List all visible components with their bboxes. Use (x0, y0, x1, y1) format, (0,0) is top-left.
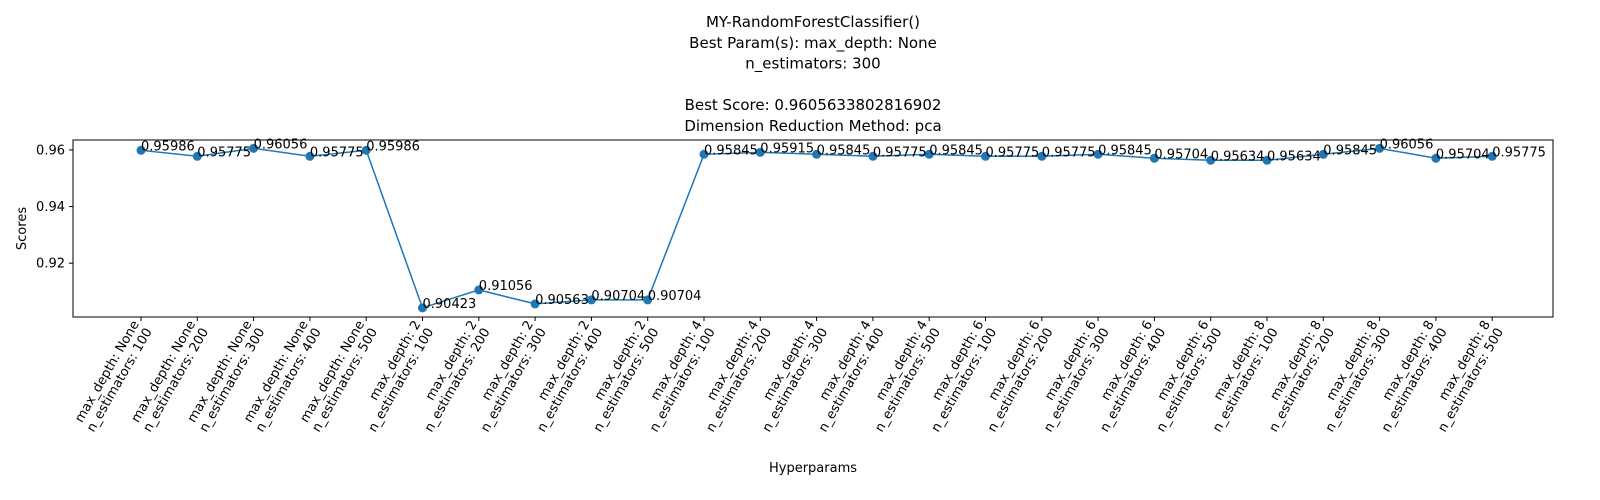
data-point (586, 295, 596, 305)
data-label: 0.90704 (648, 289, 702, 304)
data-label: 0.95775 (1492, 145, 1546, 160)
data-point (699, 149, 709, 159)
data-label: 0.95634 (1267, 149, 1321, 164)
data-point (474, 285, 484, 295)
data-point (755, 147, 765, 157)
data-label: 0.90423 (423, 297, 477, 312)
y-axis-label: Scores (15, 207, 30, 250)
series-scores (136, 143, 1497, 313)
data-point (1093, 149, 1103, 159)
data-label: 0.95634 (1211, 149, 1265, 164)
y-tick-label: 0.96 (36, 143, 65, 158)
data-label: 0.95915 (760, 141, 814, 156)
chart-title-line: Dimension Reduction Method: pca (684, 117, 941, 135)
data-point (305, 151, 315, 161)
data-label: 0.95845 (1098, 143, 1152, 158)
y-tick-label: 0.92 (36, 257, 65, 272)
chart-title-line: Best Score: 0.9605633802816902 (685, 96, 942, 114)
data-label: 0.96056 (254, 137, 308, 152)
data-point (136, 145, 146, 155)
data-label: 0.91056 (479, 279, 533, 294)
data-label: 0.95845 (704, 143, 758, 158)
data-label: 0.90563 (535, 293, 589, 308)
data-point (1431, 153, 1441, 163)
y-axis: 0.92 0.94 0.96 (36, 143, 73, 272)
data-label: 0.90704 (591, 289, 645, 304)
data-label: 0.95845 (817, 143, 871, 158)
data-point (924, 149, 934, 159)
data-label: 0.95986 (141, 139, 195, 154)
data-point (643, 295, 653, 305)
series-line (140, 147, 1493, 309)
chart-title-line: n_estimators: 300 (745, 55, 880, 74)
x-axis: max_depth: Nonen_estimators: 100max_dept… (72, 317, 1507, 435)
chart-title-line: MY-RandomForestClassifier() (706, 13, 920, 31)
data-point (981, 151, 990, 161)
data-point (418, 303, 427, 313)
y-tick-label: 0.94 (36, 200, 65, 215)
data-point (530, 299, 540, 309)
data-point (1037, 151, 1047, 161)
data-label: 0.95775 (986, 145, 1040, 160)
x-axis-label: Hyperparams (769, 461, 857, 476)
data-label: 0.95775 (873, 145, 927, 160)
data-label: 0.95704 (1436, 147, 1490, 162)
data-label: 0.95704 (1154, 147, 1208, 162)
data-point (812, 149, 822, 159)
data-point (868, 151, 878, 161)
data-label: 0.96056 (1380, 137, 1434, 152)
data-point (1206, 155, 1216, 165)
data-point (249, 143, 259, 153)
data-label: 0.95986 (366, 139, 420, 154)
data-point (361, 145, 371, 155)
data-point (1487, 151, 1497, 161)
data-label: 0.95775 (310, 145, 364, 160)
data-label: 0.95845 (929, 143, 983, 158)
data-label: 0.95775 (197, 145, 251, 160)
chart-title: MY-RandomForestClassifier() Best Param(s)… (684, 13, 941, 135)
data-label: 0.95775 (1042, 145, 1096, 160)
data-point (1262, 155, 1272, 165)
data-label: 0.95845 (1323, 143, 1377, 158)
plot-area-frame (72, 139, 1554, 318)
data-point (1375, 143, 1385, 153)
chart-title-line: Best Param(s): max_depth: None (689, 34, 937, 53)
data-point (1318, 149, 1328, 159)
data-point (1149, 153, 1159, 163)
data-point (192, 151, 202, 161)
